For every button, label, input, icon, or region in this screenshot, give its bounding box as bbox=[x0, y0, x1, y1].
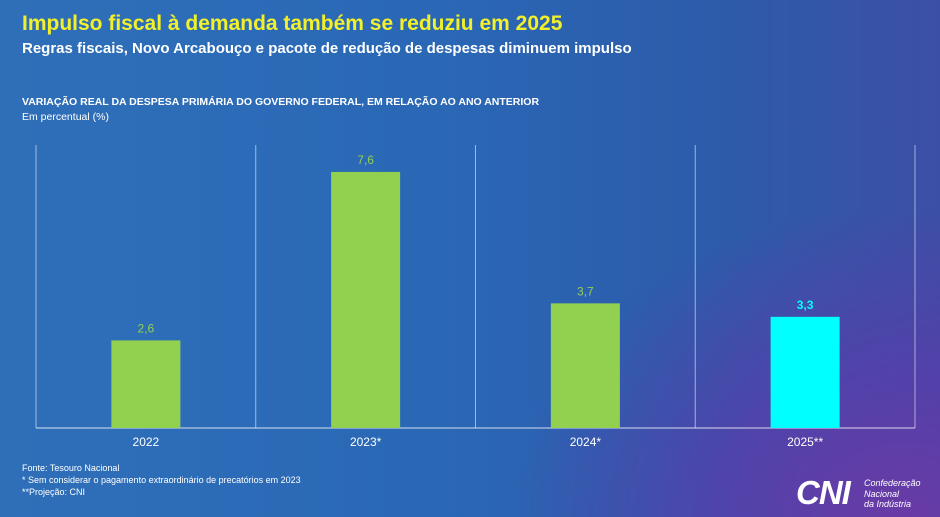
bar-2022 bbox=[111, 340, 181, 428]
data-label: 7,6 bbox=[357, 153, 374, 167]
chart-title: VARIAÇÃO REAL DA DESPESA PRIMÁRIA DO GOV… bbox=[22, 96, 540, 108]
data-label: 2,6 bbox=[138, 321, 155, 335]
data-label: 3,3 bbox=[797, 298, 814, 312]
source-note: Fonte: Tesouro Nacional bbox=[22, 463, 120, 473]
logo-line-1: Confederação bbox=[864, 478, 921, 488]
logo-mark: CNI bbox=[796, 474, 851, 511]
footnotes: Fonte: Tesouro Nacional * Sem considerar… bbox=[22, 462, 301, 498]
x-tick-label: 2024* bbox=[570, 435, 602, 449]
page-title: Impulso fiscal à demanda também se reduz… bbox=[22, 12, 563, 35]
chart-unit-label: Em percentual (%) bbox=[22, 111, 109, 123]
bar-2024 bbox=[550, 303, 620, 428]
logo-line-2: Nacional bbox=[864, 488, 900, 499]
footnote-2: **Projeção: CNI bbox=[22, 487, 86, 497]
bar-2025 bbox=[770, 316, 840, 428]
x-tick-label: 2023* bbox=[350, 435, 382, 449]
page-subtitle: Regras fiscais, Novo Arcabouço e pacote … bbox=[22, 40, 632, 57]
footnote-1: * Sem considerar o pagamento extraordiná… bbox=[22, 475, 301, 485]
x-tick-label: 2022 bbox=[133, 435, 160, 449]
cni-logo: CNI Confederação Nacional da Indústria bbox=[796, 474, 936, 514]
bar-2023 bbox=[331, 171, 401, 428]
logo-text: Confederação Nacional da Indústria bbox=[864, 478, 921, 510]
x-tick-label: 2025** bbox=[787, 435, 823, 449]
logo-line-3: da Indústria bbox=[864, 499, 912, 509]
data-label: 3,7 bbox=[577, 284, 594, 298]
